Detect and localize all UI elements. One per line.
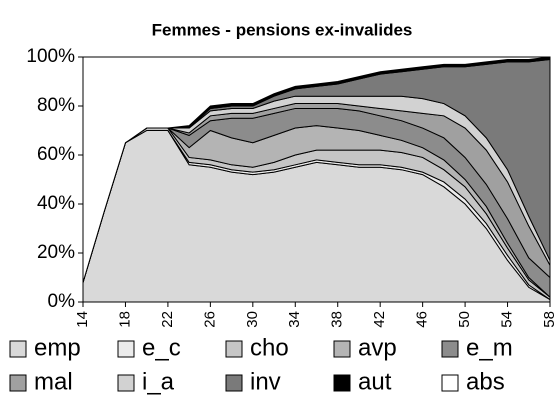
x-tick-label: 38 (329, 311, 346, 328)
legend-swatch (333, 374, 351, 392)
legend-label: emp (34, 334, 81, 361)
plot-frame (82, 56, 551, 303)
legend-label: i_a (142, 368, 175, 395)
legend-label: cho (250, 334, 289, 361)
legend-swatch (225, 374, 243, 392)
legend-swatch (333, 340, 351, 358)
y-tick-label: 80% (37, 95, 75, 116)
legend-swatch (117, 340, 135, 358)
x-tick-label: 50 (456, 311, 473, 328)
legend-label: mal (34, 368, 73, 395)
x-tick-label: 46 (414, 311, 431, 328)
legend-label: e_m (466, 334, 513, 361)
x-tick-label: 54 (499, 311, 516, 328)
y-tick-label: 60% (37, 144, 75, 165)
legend-label: e_c (142, 334, 181, 361)
x-tick-label: 34 (286, 311, 303, 328)
legend-swatch (441, 374, 459, 392)
y-tick-label: 100% (26, 46, 75, 67)
x-tick-label: 26 (201, 311, 218, 328)
y-tick-label: 0% (48, 291, 76, 312)
y-tick-label: 40% (37, 193, 75, 214)
x-tick-label: 18 (116, 311, 133, 328)
x-tick-label: 30 (244, 311, 261, 328)
legend-label: avp (358, 334, 397, 361)
legend-swatch (9, 340, 27, 358)
x-tick-label: 42 (371, 311, 388, 328)
x-tick-label: 58 (541, 311, 557, 328)
legend-swatch (225, 340, 243, 358)
legend-swatch (9, 374, 27, 392)
x-tick-label: 14 (74, 311, 91, 328)
legend-label: aut (358, 368, 392, 395)
chart-title: Femmes - pensions ex-invalides (152, 20, 413, 39)
legend-swatch (441, 340, 459, 358)
x-tick-label: 22 (159, 311, 176, 328)
legend-swatch (117, 374, 135, 392)
y-tick-label: 20% (37, 242, 75, 263)
legend-label: abs (466, 368, 505, 395)
legend-label: inv (250, 368, 281, 395)
